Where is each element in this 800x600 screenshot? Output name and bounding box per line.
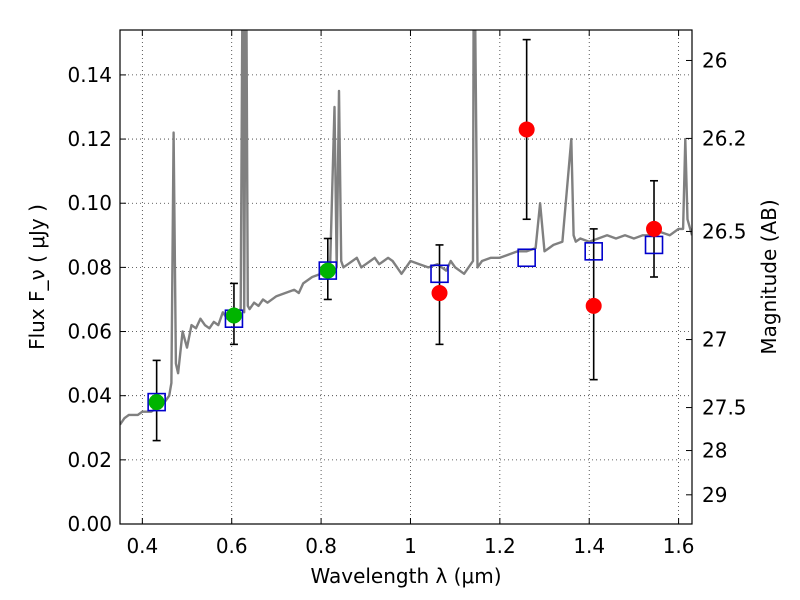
x-axis-label: Wavelength λ (μm) xyxy=(310,564,501,588)
plot-background xyxy=(120,30,692,524)
observed-point xyxy=(646,220,663,237)
x-tick-label: 1.4 xyxy=(573,534,605,558)
y-tick-label: 0.10 xyxy=(67,191,112,215)
y2-tick-label: 26.5 xyxy=(702,219,747,243)
y-axis-label: Flux F_ν ( μJy ) xyxy=(25,204,49,350)
x-tick-label: 0.8 xyxy=(305,534,337,558)
detection-point xyxy=(148,394,165,411)
x-tick-label: 1 xyxy=(404,534,417,558)
y2-tick-label: 26 xyxy=(702,48,727,72)
y-tick-label: 0.04 xyxy=(67,384,112,408)
detection-point xyxy=(319,262,336,279)
x-tick-label: 0.6 xyxy=(216,534,248,558)
y2-tick-label: 26.2 xyxy=(702,126,747,150)
y-tick-label: 0.14 xyxy=(67,63,112,87)
y2-tick-label: 27.5 xyxy=(702,396,747,420)
x-tick-label: 1.2 xyxy=(484,534,516,558)
x-axis-ticks: 0.4 0.6 0.8 1 1.2 1.4 1.6 xyxy=(126,30,695,558)
model-band-square xyxy=(517,248,536,268)
y2-tick-label: 28 xyxy=(702,439,727,463)
secondary-y-axis-ticks: 26 26.2 26.5 27 27.5 28 29 xyxy=(686,48,747,507)
y2-tick-label: 29 xyxy=(702,483,727,507)
y-axis-ticks: 0.00 0.02 0.04 0.06 0.08 0.10 0.12 0.14 xyxy=(67,63,126,536)
x-tick-label: 0.4 xyxy=(126,534,158,558)
y-tick-label: 0.06 xyxy=(67,320,112,344)
model-spectrum-line xyxy=(120,30,692,426)
plot-frame xyxy=(119,29,693,525)
observed-point xyxy=(585,297,602,314)
x-tick-label: 1.6 xyxy=(663,534,695,558)
series-layer xyxy=(120,30,692,442)
model-band-square xyxy=(318,261,338,280)
y2-tick-label: 27 xyxy=(702,328,727,352)
model-band-square xyxy=(147,392,166,412)
observed-point xyxy=(518,121,535,138)
y-tick-label: 0.00 xyxy=(67,512,112,536)
detection-point xyxy=(225,307,242,324)
model-band-square xyxy=(584,242,603,261)
y-tick-label: 0.02 xyxy=(67,448,112,472)
secondary-y-axis-label: Magnitude (AB) xyxy=(757,199,781,354)
model-band-square xyxy=(430,264,449,284)
y-tick-label: 0.08 xyxy=(67,255,112,279)
y-tick-label: 0.12 xyxy=(67,127,112,151)
observed-point xyxy=(431,285,448,302)
